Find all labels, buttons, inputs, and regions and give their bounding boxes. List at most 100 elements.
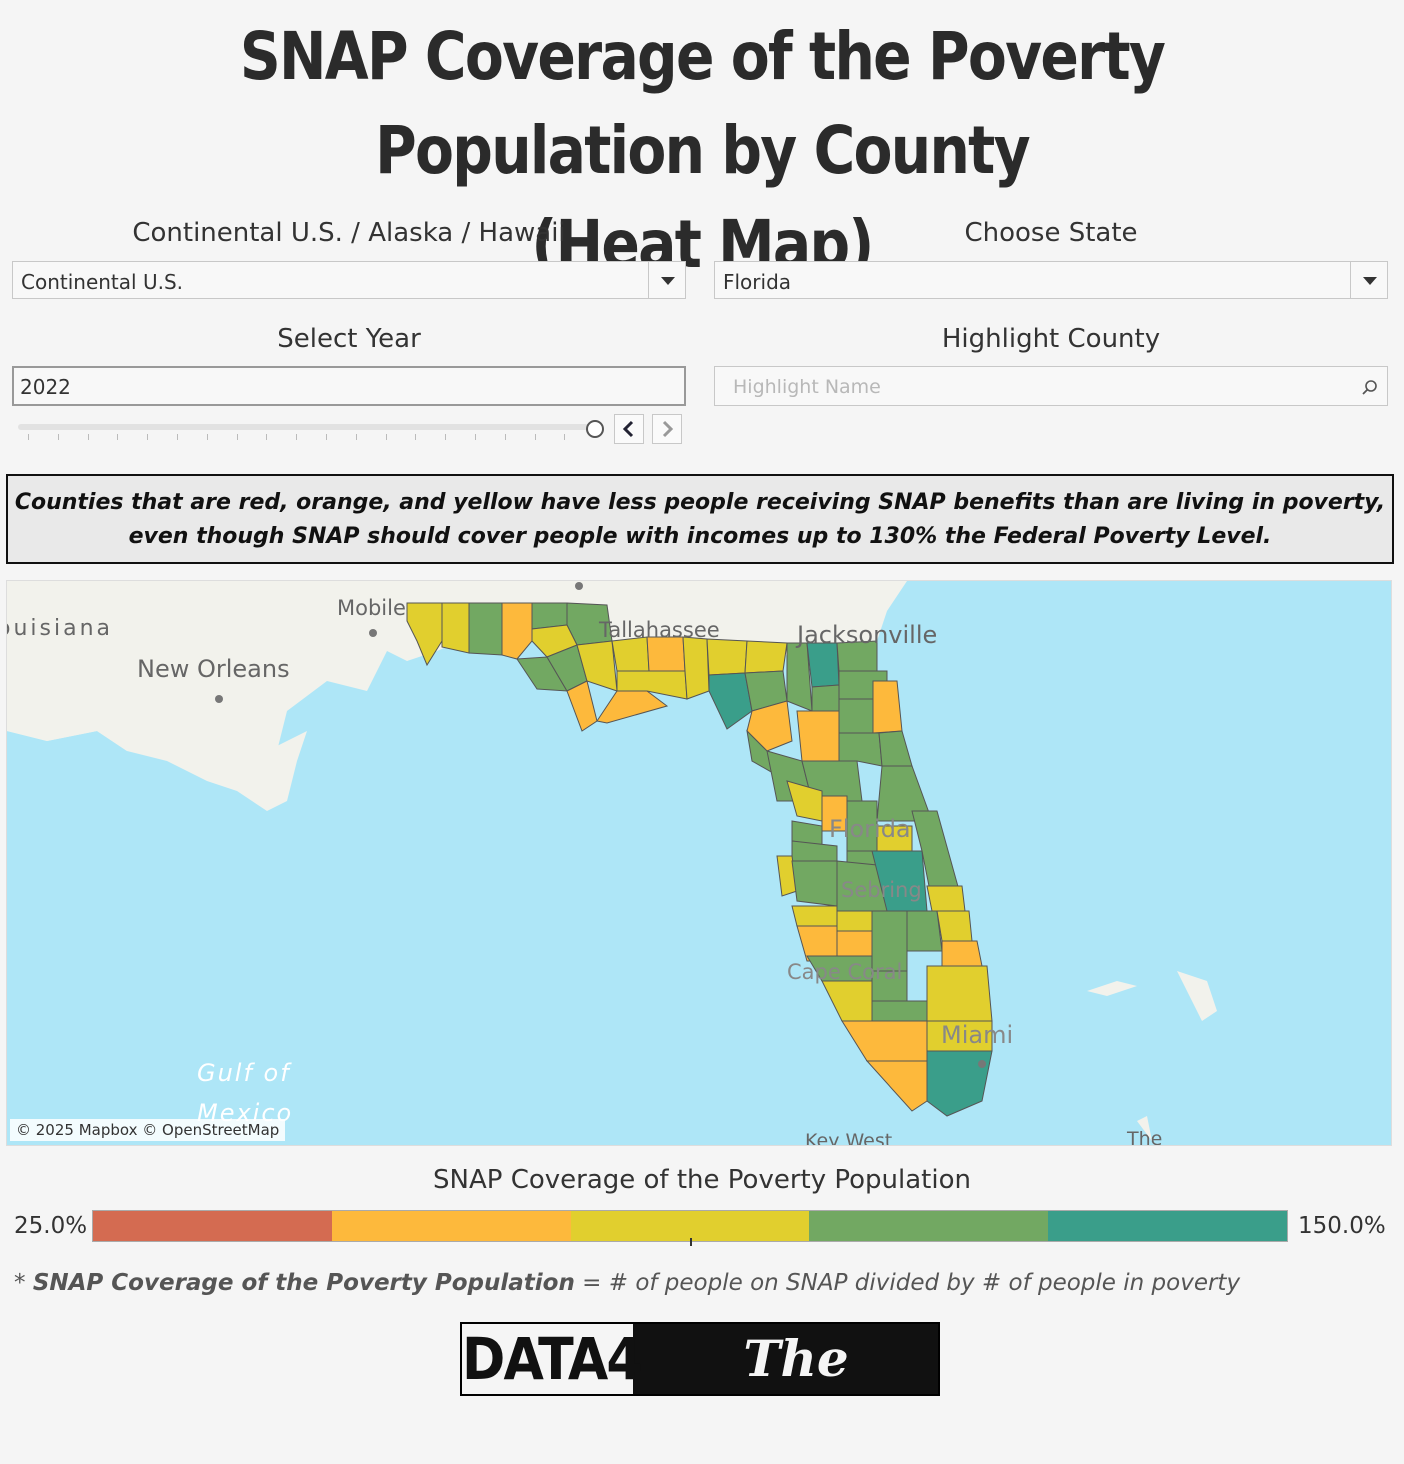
slider-tick <box>564 434 566 440</box>
county-label: Highlight County <box>941 324 1161 354</box>
chevron-down-icon[interactable] <box>1350 262 1387 298</box>
title-line-1: SNAP Coverage of the Poverty Population … <box>239 18 1166 189</box>
slider-tick <box>355 434 357 440</box>
next-year-button[interactable] <box>652 414 682 444</box>
slider-tick <box>28 434 29 440</box>
footnote: * SNAP Coverage of the Poverty Populatio… <box>14 1270 1240 1296</box>
data4thepeople-logo: DATA4 The People <box>460 1322 940 1458</box>
county-gadsden <box>611 636 650 672</box>
county-wakulla <box>616 670 688 700</box>
label-tallahassee: Tallahassee <box>598 618 720 642</box>
year-value: 2022 <box>20 375 71 399</box>
region-label: Continental U.S. / Alaska / Hawaii <box>132 218 566 248</box>
slider-tick <box>296 434 298 440</box>
county-santa-rosa <box>441 602 470 654</box>
legend-color-bar <box>92 1210 1288 1242</box>
county-clay <box>838 698 874 734</box>
year-slider-thumb[interactable] <box>586 420 604 438</box>
label-sebring: Sebring <box>841 878 922 902</box>
footnote-prefix: * <box>14 1270 33 1296</box>
previous-year-button[interactable] <box>614 414 644 444</box>
county-walton <box>501 602 533 660</box>
county-alachua <box>796 710 840 762</box>
county-okaloosa <box>468 602 503 656</box>
county-search[interactable] <box>714 366 1388 406</box>
chevron-left-icon <box>622 420 634 438</box>
legend-midpoint-tick <box>690 1238 692 1246</box>
logo-left: DATA4 <box>462 1324 643 1394</box>
county-jefferson <box>682 636 710 700</box>
state-dropdown-value: Florida <box>723 270 792 294</box>
slider-tick <box>236 434 238 440</box>
label-florida: Florida <box>829 815 911 843</box>
region-dropdown[interactable]: Continental U.S. <box>12 261 686 299</box>
county-leon <box>646 636 686 672</box>
label-the: The <box>1126 1128 1162 1146</box>
county-madison <box>706 638 748 676</box>
county-search-input[interactable] <box>731 373 1335 401</box>
legend-bin-1 <box>93 1211 332 1241</box>
state-dropdown[interactable]: Florida <box>714 261 1388 299</box>
slider-tick <box>534 434 536 440</box>
legend-title: SNAP Coverage of the Poverty Population <box>433 1165 971 1195</box>
legend-bin-3 <box>570 1211 810 1241</box>
region-dropdown-value: Continental U.S. <box>21 270 183 294</box>
county-lafayette <box>746 700 793 752</box>
county-taylor <box>708 672 753 730</box>
slider-tick <box>266 434 268 440</box>
slider-tick <box>475 434 476 440</box>
city-dot-miami <box>978 1060 986 1068</box>
slider-tick <box>177 434 178 440</box>
logo-right: The People <box>702 1329 890 1458</box>
slider-tick <box>326 434 327 440</box>
label-miami: Miami <box>941 1021 1013 1049</box>
search-icon[interactable] <box>1361 378 1379 396</box>
louisiana-coast <box>7 641 307 811</box>
county-baker <box>806 642 840 688</box>
slider-tick <box>206 434 208 440</box>
county-hamilton <box>744 640 788 674</box>
county-st-johns <box>872 680 903 734</box>
slider-tick <box>385 434 387 440</box>
slider-tick <box>415 434 417 440</box>
year-slider-track[interactable] <box>18 424 592 430</box>
legend-min: 25.0% <box>14 1213 88 1239</box>
county-indian-river <box>926 885 966 912</box>
label-louisiana: ouisiana <box>7 616 113 641</box>
year-input[interactable]: 2022 <box>12 366 686 406</box>
legend-bin-4 <box>809 1211 1049 1241</box>
bahamas-islands <box>1087 971 1217 1141</box>
legend-max: 150.0% <box>1298 1213 1386 1239</box>
slider-tick <box>445 434 447 440</box>
mainland-land <box>7 581 1391 781</box>
county-okeechobee <box>906 910 943 952</box>
chevron-down-icon[interactable] <box>648 262 685 298</box>
florida-counties <box>406 602 993 1117</box>
label-mobile: Mobile <box>337 596 406 620</box>
footnote-definition: = # of people on SNAP divided by # of pe… <box>574 1270 1241 1296</box>
footnote-term: SNAP Coverage of the Poverty Population <box>32 1270 575 1296</box>
label-cape-coral: Cape Coral <box>787 960 902 984</box>
slider-tick <box>147 434 149 440</box>
explanatory-note: Counties that are red, orange, and yello… <box>6 474 1394 564</box>
county-heat-map[interactable]: ouisiana New Orleans Mobile Tallahassee … <box>6 580 1392 1146</box>
state-label: Choose State <box>964 218 1138 248</box>
county-monroe <box>865 1060 928 1112</box>
county-st-lucie <box>936 910 973 942</box>
label-key-west: Key West <box>805 1130 892 1146</box>
map-attribution[interactable]: © 2025 Mapbox © OpenStreetMap <box>10 1119 286 1141</box>
year-label: Select Year <box>277 324 421 354</box>
slider-tick <box>57 434 59 440</box>
legend-bin-5 <box>1048 1211 1287 1241</box>
label-gulf-of: Gulf of <box>197 1059 292 1087</box>
slider-tick <box>504 434 506 440</box>
legend-bin-2 <box>331 1211 571 1241</box>
county-palm-beach <box>926 965 993 1022</box>
label-jacksonville: Jacksonville <box>795 621 937 649</box>
county-hendry <box>871 1000 928 1022</box>
chevron-right-icon <box>662 420 674 438</box>
map-canvas[interactable]: ouisiana New Orleans Mobile Tallahassee … <box>7 581 1392 1146</box>
city-dot <box>575 582 583 590</box>
slider-tick <box>87 434 89 440</box>
county-hillsborough <box>791 860 838 907</box>
